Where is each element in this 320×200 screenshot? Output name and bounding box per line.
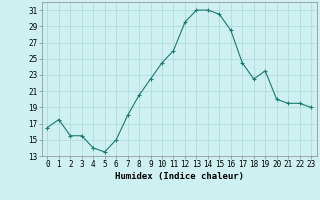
X-axis label: Humidex (Indice chaleur): Humidex (Indice chaleur) <box>115 172 244 181</box>
